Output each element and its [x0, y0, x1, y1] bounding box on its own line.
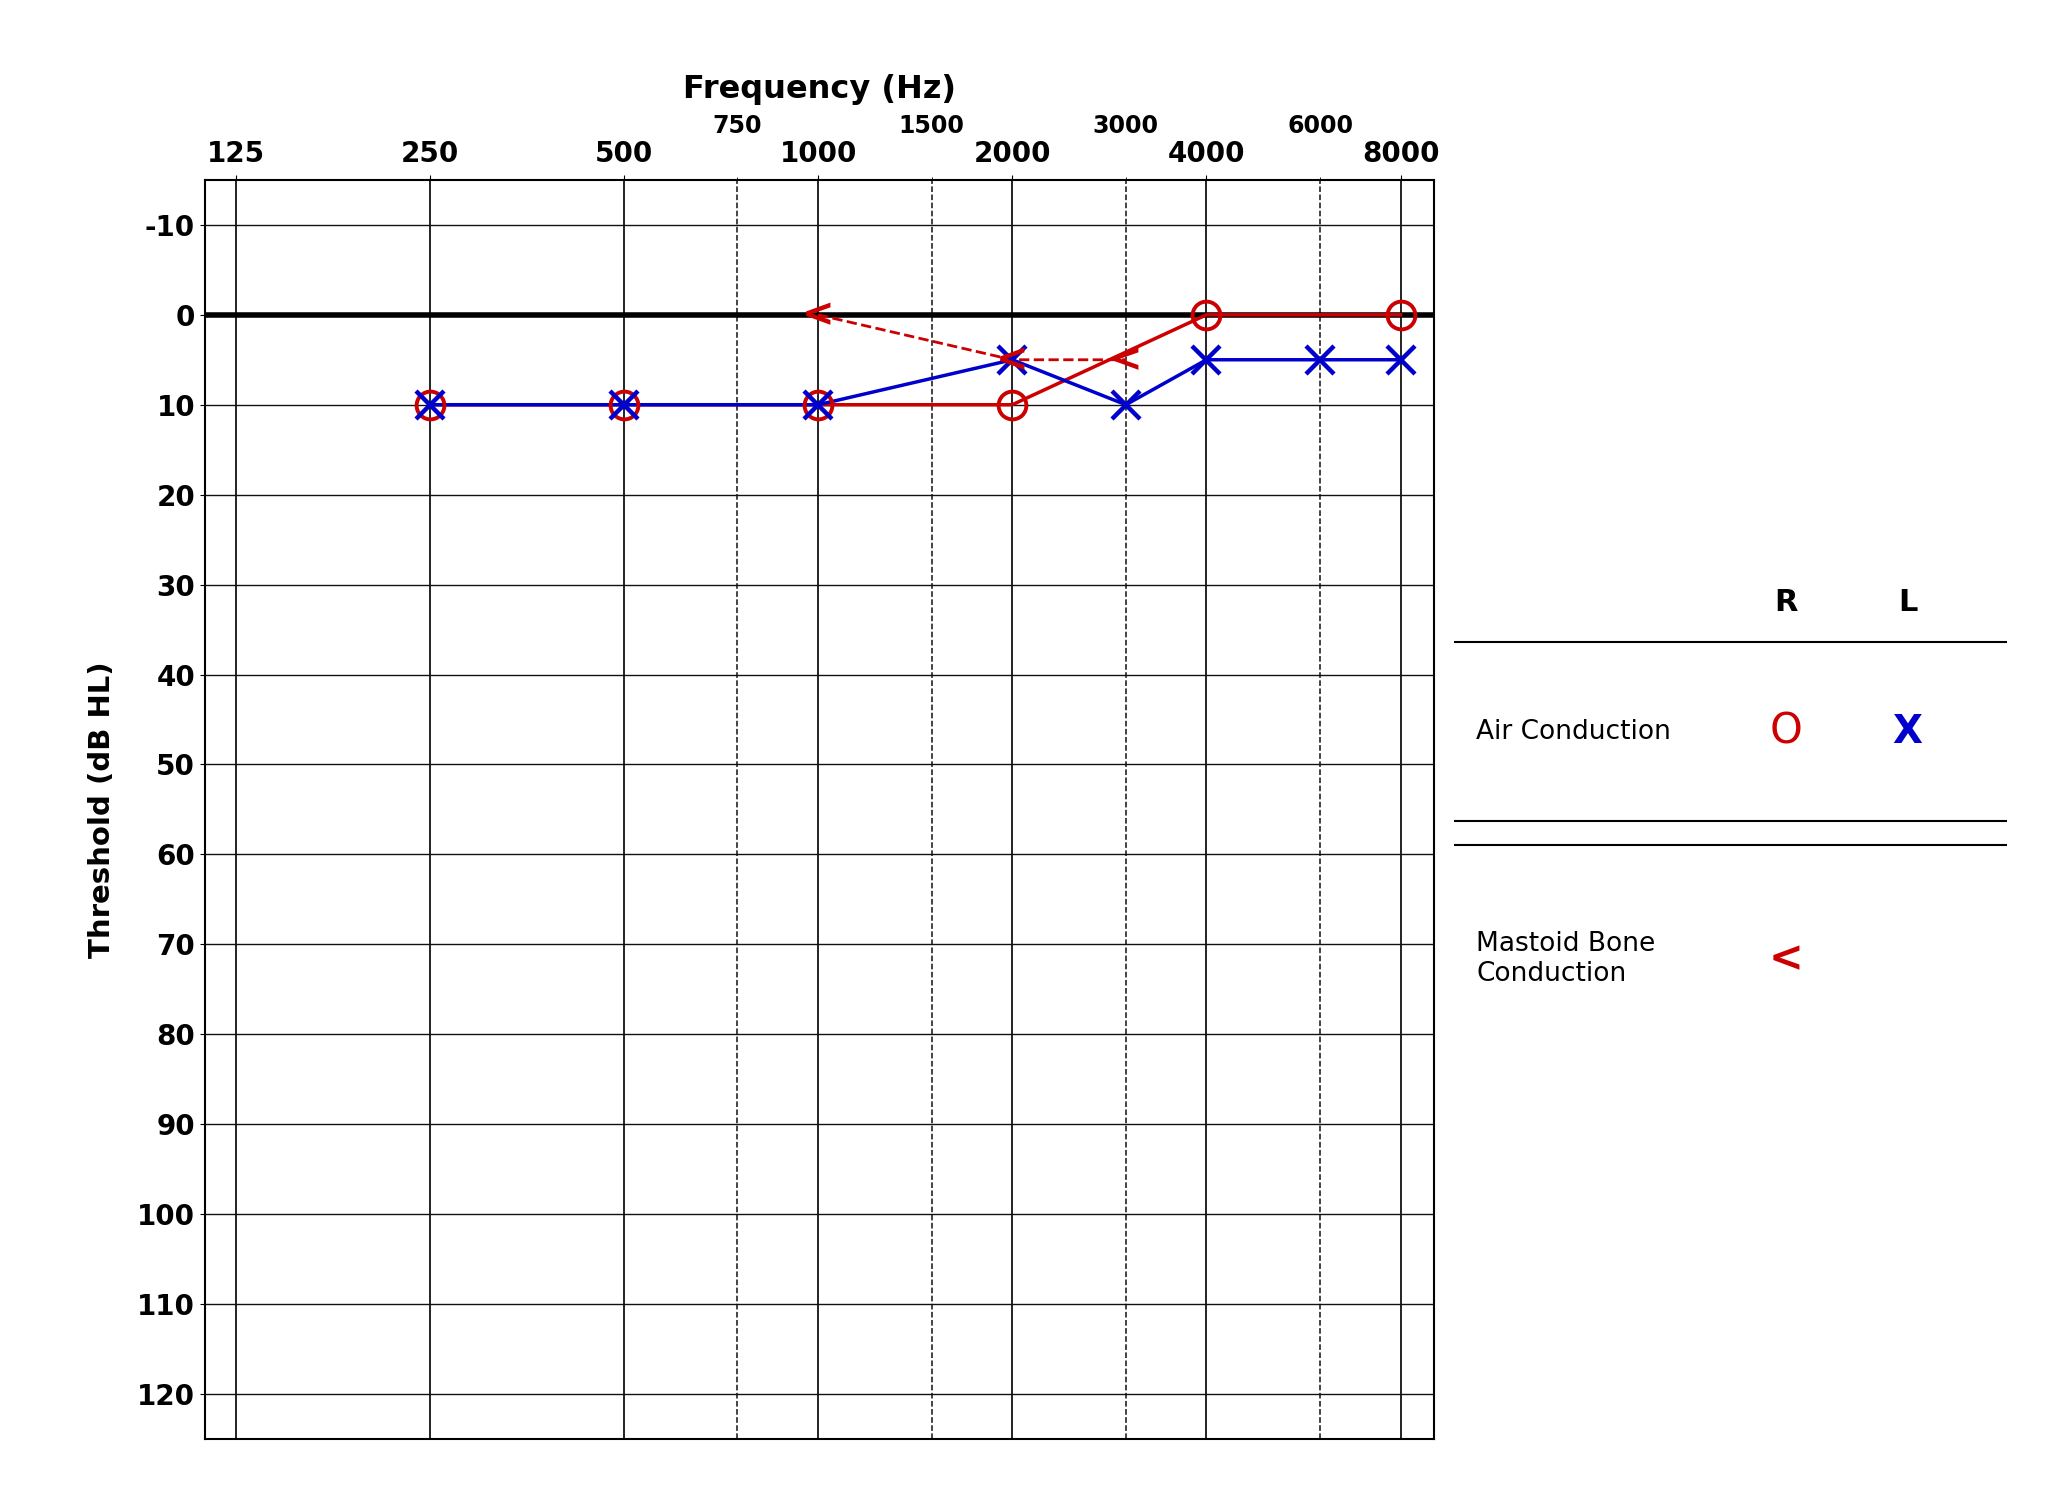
Text: L: L	[1898, 588, 1917, 616]
Text: <: <	[995, 340, 1028, 379]
X-axis label: Frequency (Hz): Frequency (Hz)	[682, 73, 956, 105]
Text: X: X	[1892, 712, 1923, 751]
Text: Air Conduction: Air Conduction	[1477, 718, 1671, 745]
Text: <: <	[1767, 938, 1804, 980]
Text: Mastoid Bone
Conduction: Mastoid Bone Conduction	[1477, 931, 1655, 988]
Text: O: O	[1769, 711, 1802, 752]
Text: <: <	[803, 295, 834, 334]
Text: <: <	[1110, 340, 1143, 379]
Y-axis label: Threshold (dB HL): Threshold (dB HL)	[88, 661, 117, 958]
Text: R: R	[1774, 588, 1798, 616]
